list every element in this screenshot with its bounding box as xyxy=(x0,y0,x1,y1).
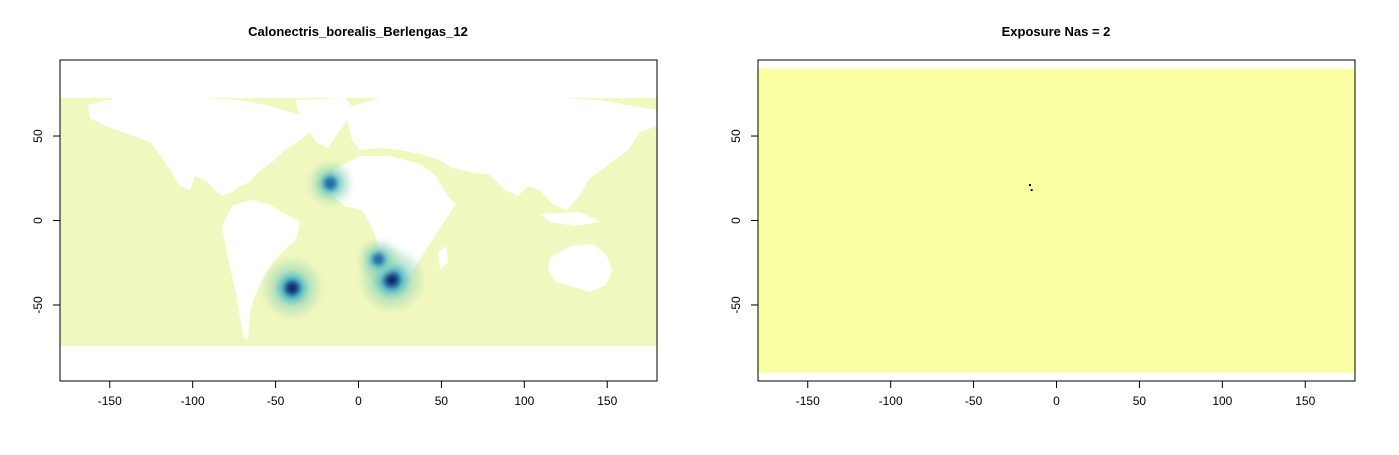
x-tick-label: -150 xyxy=(796,394,820,408)
australia xyxy=(548,244,612,292)
x-tick-label: 50 xyxy=(435,394,449,408)
africa xyxy=(332,156,456,282)
x-tick-label: -50 xyxy=(965,394,983,408)
x-tick-label: -100 xyxy=(879,394,903,408)
panel-title: Exposure Nas = 2 xyxy=(1002,24,1111,39)
x-tick-label: 150 xyxy=(1295,394,1315,408)
x-tick-label: -50 xyxy=(267,394,285,408)
x-tick-label: -150 xyxy=(98,394,122,408)
map-panel-species-density: Calonectris_borealis_Berlengas_12 xyxy=(31,24,658,408)
na-cell xyxy=(1028,184,1031,187)
arctic-land xyxy=(60,60,657,98)
x-tick-label: 50 xyxy=(1133,394,1147,408)
y-tick-label: 0 xyxy=(729,217,743,224)
south-america xyxy=(222,200,300,340)
plot-area xyxy=(60,60,657,381)
density-hotspots xyxy=(265,163,421,316)
x-tick-label: -100 xyxy=(181,394,205,408)
hotspot-core xyxy=(372,253,384,265)
x-tick-label: 0 xyxy=(355,394,362,408)
y-axis: -50 0 50 xyxy=(729,129,758,314)
madagascar xyxy=(438,246,448,270)
x-axis: -150 -100 -50 0 50 100 150 xyxy=(796,381,1316,408)
x-tick-label: 150 xyxy=(597,394,617,408)
x-tick-label: 100 xyxy=(1212,394,1232,408)
indonesia xyxy=(540,212,600,226)
hotspot-core xyxy=(324,177,337,190)
plot-area xyxy=(758,68,1355,373)
greenland xyxy=(295,98,355,148)
hotspot-peak xyxy=(287,283,297,293)
hotspot-peak xyxy=(386,274,397,285)
land-masses xyxy=(60,60,657,381)
x-tick-label: 0 xyxy=(1053,394,1060,408)
y-tick-label: 0 xyxy=(31,217,45,224)
x-tick-label: 100 xyxy=(514,394,534,408)
x-axis: -150 -100 -50 0 50 100 150 xyxy=(98,381,618,408)
y-tick-label: 50 xyxy=(31,129,45,143)
na-cells xyxy=(1028,184,1033,192)
map-panel-exposure: Exposure Nas = 2 -150 -100 -50 0 50 100 150 -5… xyxy=(729,24,1356,408)
exposure-raster xyxy=(758,68,1355,373)
y-tick-label: -50 xyxy=(31,296,45,314)
antarctica xyxy=(60,346,657,381)
y-tick-label: -50 xyxy=(729,296,743,314)
y-axis: -50 0 50 xyxy=(31,129,60,314)
y-tick-label: 50 xyxy=(729,129,743,143)
north-america xyxy=(88,96,315,196)
panel-title: Calonectris_borealis_Berlengas_12 xyxy=(248,24,468,39)
eurasia xyxy=(345,96,657,210)
na-cell xyxy=(1030,189,1033,192)
